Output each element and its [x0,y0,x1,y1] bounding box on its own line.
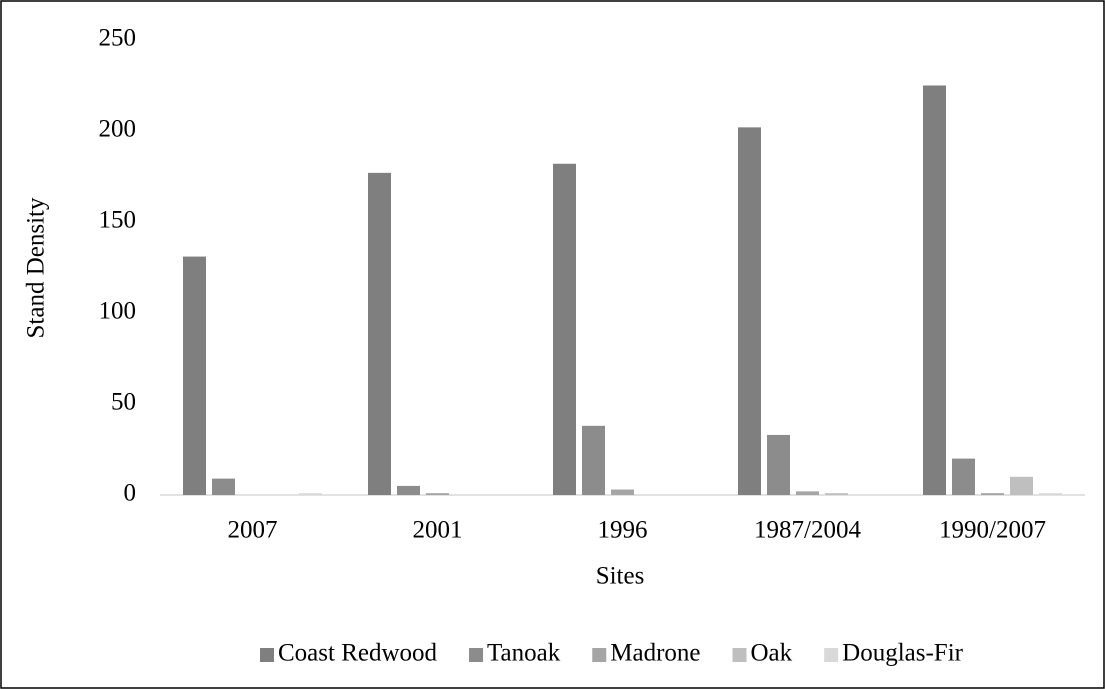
legend-swatch [824,648,839,662]
bar [1010,476,1033,495]
bar [368,172,391,496]
bar [767,434,790,495]
bar [299,493,322,495]
legend-label: Coast Redwood [278,640,438,667]
y-tick-label: 50 [111,389,136,416]
x-tick-label: 1996 [598,517,648,544]
x-tick-label: 2007 [228,517,278,544]
bar [426,493,449,495]
y-tick-label: 150 [99,207,137,234]
x-tick-label: 1987/2004 [754,517,861,544]
legend-swatch [469,648,484,662]
bar [212,478,235,495]
bar [923,85,946,495]
legend-label: Madrone [610,640,700,667]
bar [582,425,605,495]
y-axis-label: Stand Density [23,197,50,338]
legend-swatch [260,648,275,662]
legend-swatch [592,648,607,662]
y-tick-label: 100 [99,298,137,325]
bar [553,163,576,495]
legend-label: Oak [751,640,793,667]
y-tick-label: 250 [99,25,137,52]
bar [397,485,420,495]
legend-label: Tanoak [487,640,561,667]
bar [981,493,1004,495]
bar [825,493,848,495]
bar [183,256,206,495]
y-tick-label: 0 [124,480,137,507]
legend-label: Douglas-Fir [842,640,964,667]
bar [1039,493,1062,495]
bar [611,489,634,495]
x-tick-label: 2001 [413,517,463,544]
x-tick-label: 1990/2007 [939,517,1046,544]
legend-swatch [732,648,747,662]
y-tick-label: 200 [99,116,137,143]
bar [738,127,761,496]
bar [952,458,975,495]
x-axis-label: Sites [596,563,645,590]
bar [796,491,819,495]
